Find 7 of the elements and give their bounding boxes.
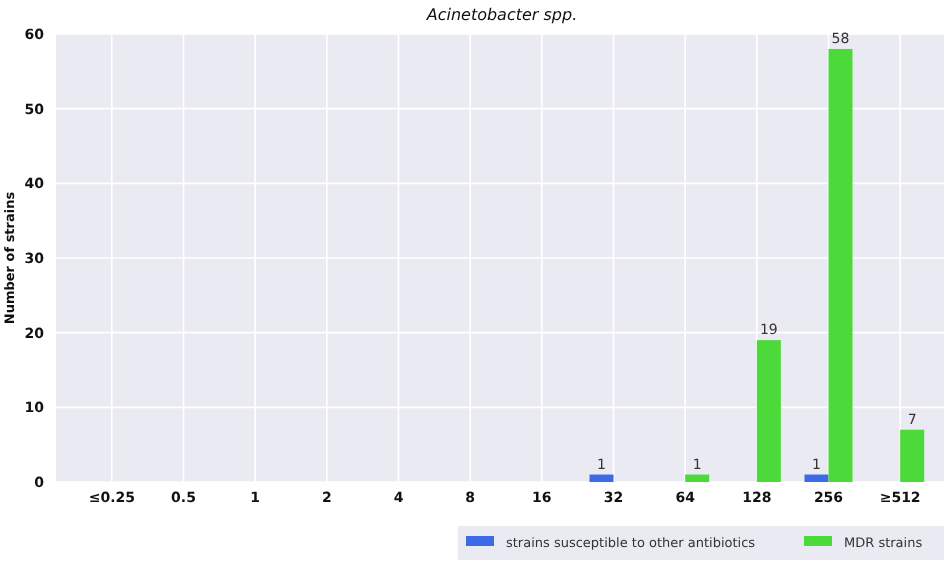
chart-title: Acinetobacter spp. xyxy=(424,6,578,24)
bar xyxy=(685,474,710,482)
bar xyxy=(804,474,829,482)
bar xyxy=(828,48,853,482)
bar xyxy=(589,474,614,482)
bar xyxy=(756,340,781,482)
bar xyxy=(900,429,925,482)
